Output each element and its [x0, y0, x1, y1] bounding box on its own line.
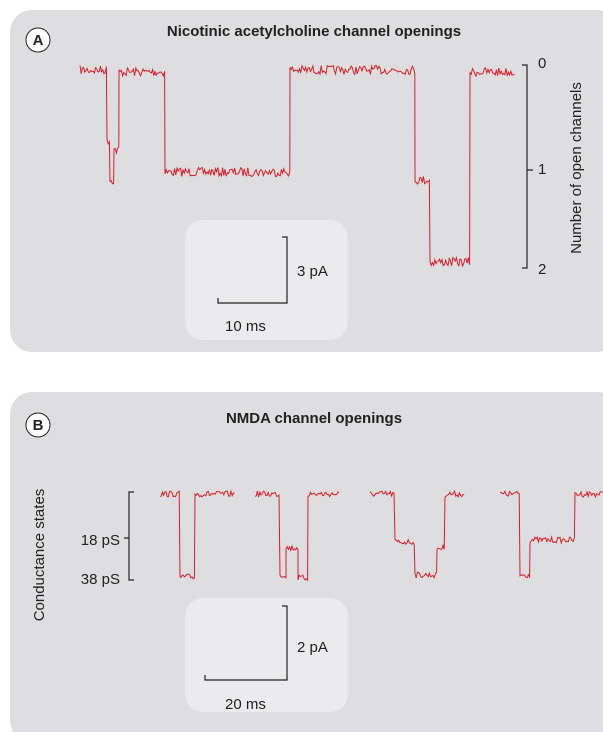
label-circle: [25, 412, 51, 438]
level-label: 38 pS: [81, 571, 120, 588]
panel-label: A: [33, 32, 44, 49]
trace: [79, 64, 515, 268]
level-label: 0: [538, 55, 546, 72]
panel-title: NMDA channel openings: [226, 410, 402, 427]
trace: [499, 490, 603, 579]
axis-label: Number of open channels: [568, 82, 585, 254]
scale-bar: [217, 236, 288, 304]
panel-b: [10, 392, 603, 732]
scale-x: 10 ms: [225, 318, 266, 335]
label-circle: [25, 27, 51, 53]
scale-inset: [185, 220, 348, 340]
level-bracket: [522, 64, 533, 269]
trace: [369, 489, 465, 579]
trace: [254, 490, 340, 582]
scale-x: 20 ms: [225, 696, 266, 713]
scale-bar: [204, 605, 288, 681]
axis-label: Conductance states: [31, 489, 48, 622]
level-label: 18 pS: [81, 532, 120, 549]
level-bracket: [124, 491, 134, 581]
level-label: 1: [538, 161, 546, 178]
panel-label: B: [33, 417, 44, 434]
scale-y: 3 pA: [297, 263, 328, 280]
scale-inset: [185, 598, 348, 712]
scale-y: 2 pA: [297, 639, 328, 656]
trace: [159, 489, 235, 580]
panel-title: Nicotinic acetylcholine channel openings: [167, 23, 461, 40]
level-label: 2: [538, 261, 546, 278]
panel-a: [10, 10, 603, 352]
